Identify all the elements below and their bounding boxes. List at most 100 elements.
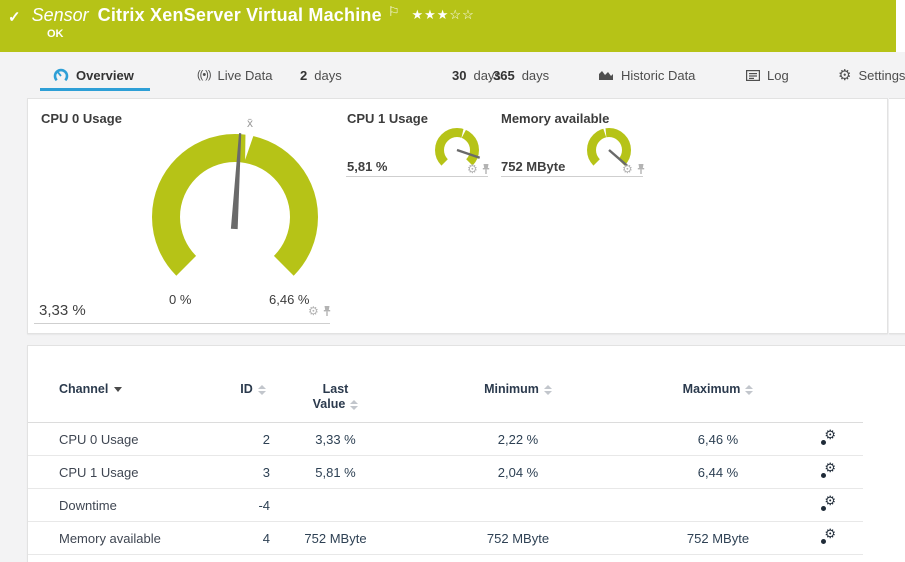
- sort-icon: [257, 384, 266, 395]
- widget-divider: [346, 176, 488, 177]
- channel-settings-gear-icon[interactable]: ⚙: [622, 162, 633, 176]
- gauge-needle: [456, 148, 481, 159]
- chart-icon: [598, 69, 614, 81]
- tab-30-days[interactable]: 30 days: [452, 67, 501, 83]
- cell-minimum: [393, 488, 643, 522]
- pin-icon[interactable]: [481, 163, 491, 175]
- cell-channel: Memory available: [28, 521, 228, 555]
- widget-divider: [501, 176, 643, 177]
- cell-channel: CPU 1 Usage: [28, 455, 228, 489]
- average-notch: [245, 131, 255, 160]
- tab-365-days[interactable]: 365 days: [493, 67, 550, 83]
- gauge-needle: [608, 149, 628, 167]
- gauge-icon: [53, 67, 69, 83]
- channel-settings-gear-icon[interactable]: ⚙: [308, 304, 319, 318]
- pin-icon[interactable]: [636, 163, 646, 175]
- priority-stars[interactable]: ★★★☆☆: [411, 7, 475, 22]
- sort-icon: [745, 384, 754, 395]
- channel-settings-button[interactable]: ⚙: [820, 493, 836, 512]
- gauge-title-memory: Memory available: [501, 111, 610, 126]
- channel-settings-button[interactable]: ⚙: [820, 526, 836, 545]
- table-header-row: Channel ID Last Value Minimum Maximum: [28, 378, 905, 423]
- tab-overview[interactable]: Overview: [53, 66, 134, 84]
- gauge-value-memory: 752 MByte: [501, 159, 566, 174]
- status-badge: OK: [47, 28, 64, 40]
- table-row: CPU 0 Usage 2 3,33 % 2,22 % 6,46 % ⚙: [28, 422, 905, 456]
- table-row: Downtime -4 ⚙: [28, 488, 905, 522]
- flag-icon[interactable]: ⚐: [387, 4, 400, 19]
- cell-minimum: 2,04 %: [393, 455, 643, 489]
- cpu1-gauge: [435, 128, 481, 166]
- cell-maximum: 752 MByte: [643, 521, 793, 555]
- cell-channel: CPU 0 Usage: [28, 422, 228, 456]
- tab-settings[interactable]: ⚙ Settings: [838, 66, 905, 84]
- cell-minimum: 2,22 %: [393, 422, 643, 456]
- header-last-value[interactable]: Last Value: [278, 378, 393, 423]
- memory-widget-actions: ⚙: [622, 163, 646, 175]
- overview-gauges-panel: CPU 0 Usage x̄ 0 % 6,46 % 3,33 % ⚙ CPU 1…: [27, 98, 888, 334]
- cpu1-widget-actions: ⚙: [467, 163, 491, 175]
- tab-settings-label: Settings: [858, 67, 905, 83]
- pin-icon[interactable]: [322, 305, 332, 317]
- sort-icon: [543, 384, 552, 395]
- memory-gauge: [587, 127, 631, 167]
- channel-settings-button[interactable]: ⚙: [820, 460, 836, 479]
- cell-maximum: 6,46 %: [643, 422, 793, 456]
- adjacent-panel-cutoff: [889, 98, 905, 334]
- widget-divider: [34, 323, 330, 324]
- gauge-needle: [230, 133, 242, 230]
- cell-minimum: 752 MByte: [393, 521, 643, 555]
- sorted-desc-icon: [114, 387, 123, 393]
- active-tab-underline: [40, 88, 150, 91]
- cell-id: 2: [228, 422, 278, 456]
- cell-maximum: [643, 488, 793, 522]
- cell-channel: Downtime: [28, 488, 228, 522]
- header-actions: [793, 378, 863, 423]
- gauge-title-cpu1: CPU 1 Usage: [347, 111, 428, 126]
- log-icon: [746, 69, 760, 81]
- header-maximum[interactable]: Maximum: [643, 378, 793, 423]
- cell-last-value: 752 MByte: [278, 521, 393, 555]
- gauge-title-cpu0: CPU 0 Usage: [41, 111, 122, 126]
- gear-icon: ⚙: [838, 66, 852, 84]
- tab-log-label: Log: [767, 67, 789, 83]
- gauge-value-cpu1: 5,81 %: [347, 159, 388, 174]
- tab-log[interactable]: Log: [746, 66, 789, 84]
- tab-historic-label: Historic Data: [621, 67, 696, 83]
- gauge-scale-min: 0 %: [169, 292, 192, 307]
- sensor-status-banner: ✓ Sensor Citrix XenServer Virtual Machin…: [0, 0, 896, 52]
- average-marker-label: x̄: [247, 116, 253, 130]
- cell-id: 3: [228, 455, 278, 489]
- cpu0-gauge: [152, 131, 318, 276]
- table-row: Memory available 4 752 MByte 752 MByte 7…: [28, 521, 905, 555]
- tab-overview-label: Overview: [76, 67, 134, 83]
- average-notch: [603, 127, 607, 139]
- live-data-icon: ((•)): [197, 69, 211, 81]
- cell-id: 4: [228, 521, 278, 555]
- tab-live-data[interactable]: ((•)) Live Data: [197, 66, 272, 84]
- channel-settings-button[interactable]: ⚙: [820, 427, 836, 446]
- status-check-icon: ✓: [8, 9, 21, 26]
- header-id[interactable]: ID: [228, 378, 278, 423]
- channels-table-panel: Channel ID Last Value Minimum Maximum: [27, 345, 905, 562]
- gauge-scale-max: 6,46 %: [269, 292, 310, 307]
- tab-historic-data[interactable]: Historic Data: [598, 66, 695, 84]
- cell-last-value: 3,33 %: [278, 422, 393, 456]
- sensor-kind-label: Sensor: [31, 5, 89, 25]
- cell-last-value: [278, 488, 393, 522]
- header-channel[interactable]: Channel: [28, 378, 228, 423]
- channel-settings-gear-icon[interactable]: ⚙: [467, 162, 478, 176]
- header-minimum[interactable]: Minimum: [393, 378, 643, 423]
- cell-id: -4: [228, 488, 278, 522]
- tab-live-data-label: Live Data: [217, 67, 273, 83]
- cell-maximum: 6,44 %: [643, 455, 793, 489]
- sort-icon: [350, 399, 359, 410]
- sensor-name: Citrix XenServer Virtual Machine: [97, 5, 382, 25]
- average-notch: [461, 128, 467, 139]
- tab-2-days[interactable]: 2 days: [300, 67, 342, 83]
- gauge-value-cpu0: 3,33 %: [39, 302, 86, 319]
- channels-table: Channel ID Last Value Minimum Maximum: [28, 378, 905, 555]
- cpu0-widget-actions: ⚙: [308, 305, 332, 317]
- table-row: CPU 1 Usage 3 5,81 % 2,04 % 6,44 % ⚙: [28, 455, 905, 489]
